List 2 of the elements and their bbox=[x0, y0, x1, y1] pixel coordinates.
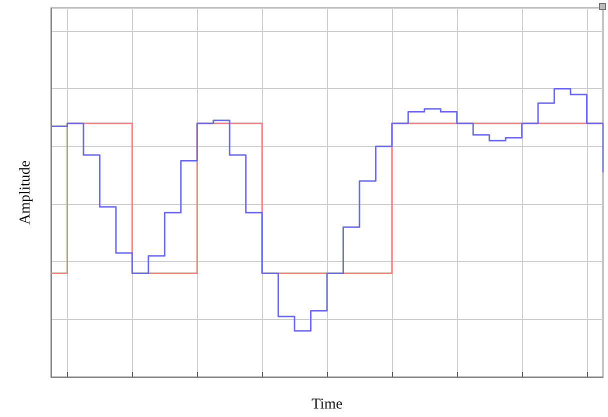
y-axis-title: Amplitude bbox=[18, 160, 34, 225]
x-axis-title: Time bbox=[311, 396, 343, 412]
